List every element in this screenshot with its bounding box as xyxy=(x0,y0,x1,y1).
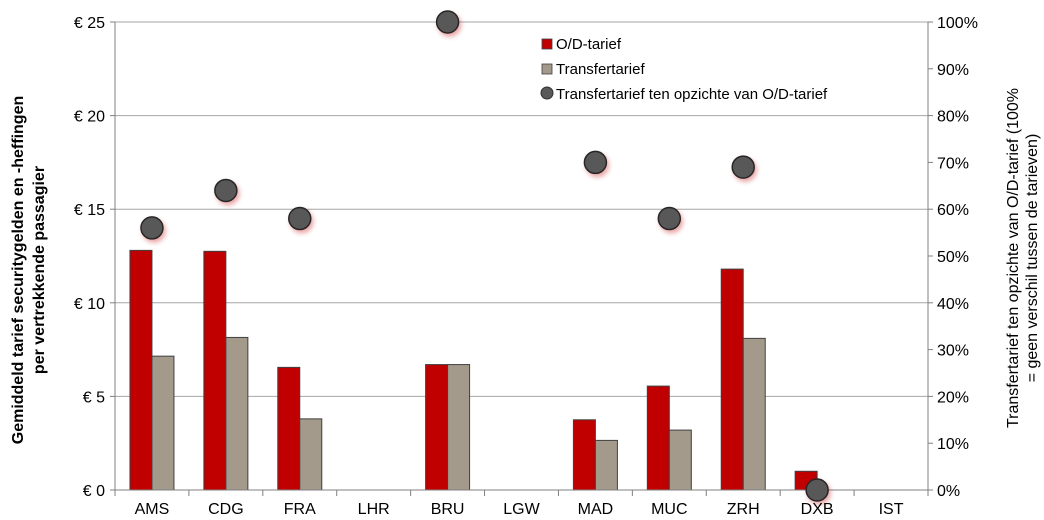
x-tick-label: MUC xyxy=(651,501,687,518)
y-right-axis-title-line1: Transfertarief ten opzichte van O/D-tari… xyxy=(1005,88,1022,428)
legend-swatch-ratio xyxy=(540,86,554,100)
y-left-tick-label: € 10 xyxy=(74,296,105,313)
bar-od-mad xyxy=(572,419,596,491)
legend-item-od: O/D-tarief xyxy=(541,36,622,53)
x-tick-label: MAD xyxy=(578,501,614,518)
bar-od-zrh xyxy=(720,268,744,491)
ratio-dot-fra xyxy=(288,206,312,231)
bar-transfer-fra xyxy=(299,418,323,491)
bar-od-ams xyxy=(129,249,153,491)
y-right-tick-label: 80% xyxy=(937,109,969,126)
x-tick-label: LGW xyxy=(503,501,540,518)
legend-label-ratio: Transfertarief ten opzichte van O/D-tari… xyxy=(556,86,828,103)
ratio-dots-layer xyxy=(140,10,829,502)
y-right-tick-label: 60% xyxy=(937,202,969,219)
bar-transfer-ams xyxy=(151,355,175,491)
y-left-tick-label: € 15 xyxy=(74,202,105,219)
x-tick-label: LHR xyxy=(358,501,390,518)
y-right-tick-label: 70% xyxy=(937,155,969,172)
ratio-dot-ams xyxy=(140,216,164,240)
bars-layer xyxy=(129,249,818,491)
y-right-tick-label: 90% xyxy=(937,62,969,79)
legend-item-transfer: Transfertarief xyxy=(541,61,645,78)
y-right-tick-label: 10% xyxy=(937,436,969,453)
x-tick-label: IST xyxy=(879,501,904,518)
y-right-tick-label: 40% xyxy=(937,296,969,313)
bar-od-cdg xyxy=(203,250,227,491)
legend-swatch-transfer xyxy=(541,63,553,75)
y-left-tick-label: € 5 xyxy=(83,389,105,406)
ratio-dot-bru xyxy=(435,10,460,34)
ratio-dot-zrh xyxy=(731,155,755,179)
legend-label-od: O/D-tarief xyxy=(556,36,622,53)
legend-label-transfer: Transfertarief xyxy=(556,61,645,78)
bar-transfer-muc xyxy=(668,429,692,491)
y-left-tick-label: € 25 xyxy=(74,15,105,32)
y-left-axis-title-line2: per vertrekkende passagier xyxy=(31,166,48,374)
x-tick-label: BRU xyxy=(431,501,465,518)
y-right-tick-label: 100% xyxy=(937,15,978,32)
x-tick-label: FRA xyxy=(284,501,316,518)
y-right-tick-label: 0% xyxy=(937,483,960,500)
ratio-dot-dxb xyxy=(805,478,829,502)
bar-transfer-cdg xyxy=(225,336,249,491)
x-tick-label: ZRH xyxy=(727,501,760,518)
y-right-axis-title-line2: = geen verschil tussen de tarieven) xyxy=(1024,134,1041,383)
bar-transfer-zrh xyxy=(742,337,766,491)
x-tick-label: DXB xyxy=(801,501,834,518)
bar-od-bru xyxy=(425,364,449,491)
x-tick-label: CDG xyxy=(208,501,244,518)
x-tick-label: AMS xyxy=(135,501,170,518)
axes xyxy=(110,21,933,496)
ratio-dot-mad xyxy=(583,150,608,175)
tick-labels: € 0 € 5 € 10 € 15 € 20 € 25 0% 10% 20% 30% 40% 50% 6… xyxy=(74,15,978,518)
ratio-dot-muc xyxy=(657,206,682,231)
y-right-tick-label: 30% xyxy=(937,343,969,360)
legend: O/D-tarief Transfertarief Transfertarief… xyxy=(540,36,828,103)
bar-transfer-bru xyxy=(447,364,471,491)
y-left-axis-title-line1: Gemiddeld tarief securitygelden en -heff… xyxy=(10,96,27,445)
legend-item-ratio: Transfertarief ten opzichte van O/D-tari… xyxy=(540,86,828,103)
y-right-tick-label: 50% xyxy=(937,249,969,266)
legend-swatch-od xyxy=(541,38,553,50)
y-left-tick-label: € 20 xyxy=(74,109,105,126)
bar-transfer-mad xyxy=(594,439,618,491)
bar-od-muc xyxy=(646,385,670,491)
ratio-dot-cdg xyxy=(214,178,238,203)
bar-od-fra xyxy=(277,366,301,491)
gridlines xyxy=(115,21,928,397)
y-left-tick-label: € 0 xyxy=(83,483,105,500)
y-right-tick-label: 20% xyxy=(937,389,969,406)
